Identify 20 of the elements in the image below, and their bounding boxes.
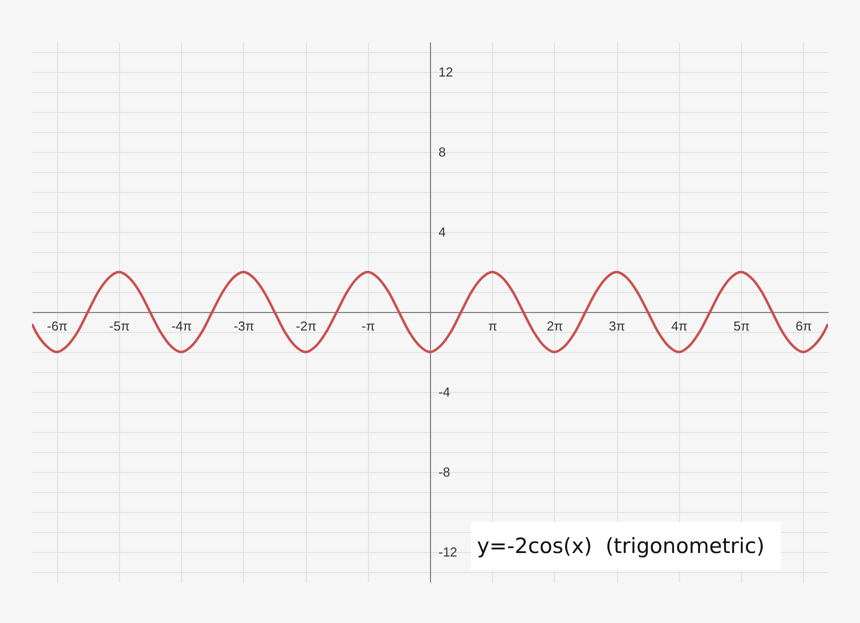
y-tick-label: 4 — [438, 224, 446, 240]
x-tick-label: -2π — [296, 318, 316, 334]
y-tick-label: -12 — [438, 544, 458, 560]
annotation: y=-2cos(x) (trigonometric) — [471, 522, 781, 570]
x-tick-label: -4π — [171, 318, 192, 334]
x-tick-label: 3π — [608, 318, 626, 334]
y-tick-label: -8 — [438, 464, 450, 480]
x-tick-label: 6π — [796, 318, 812, 334]
x-tick-label: -π — [362, 318, 375, 334]
x-tick-label: 4π — [671, 318, 688, 334]
y-tick-label: -4 — [438, 384, 450, 400]
x-tick-label: -6π — [46, 318, 68, 334]
x-tick-label: π — [488, 318, 498, 334]
x-tick-label: 5π — [733, 318, 750, 334]
x-tick-label: -5π — [109, 318, 130, 334]
y-tick-label: 8 — [438, 144, 446, 160]
x-tick-label: -3π — [234, 318, 254, 334]
line-series — [32, 270, 828, 354]
x-tick-label: 2π — [546, 318, 563, 334]
y-tick-label: 12 — [438, 64, 453, 80]
